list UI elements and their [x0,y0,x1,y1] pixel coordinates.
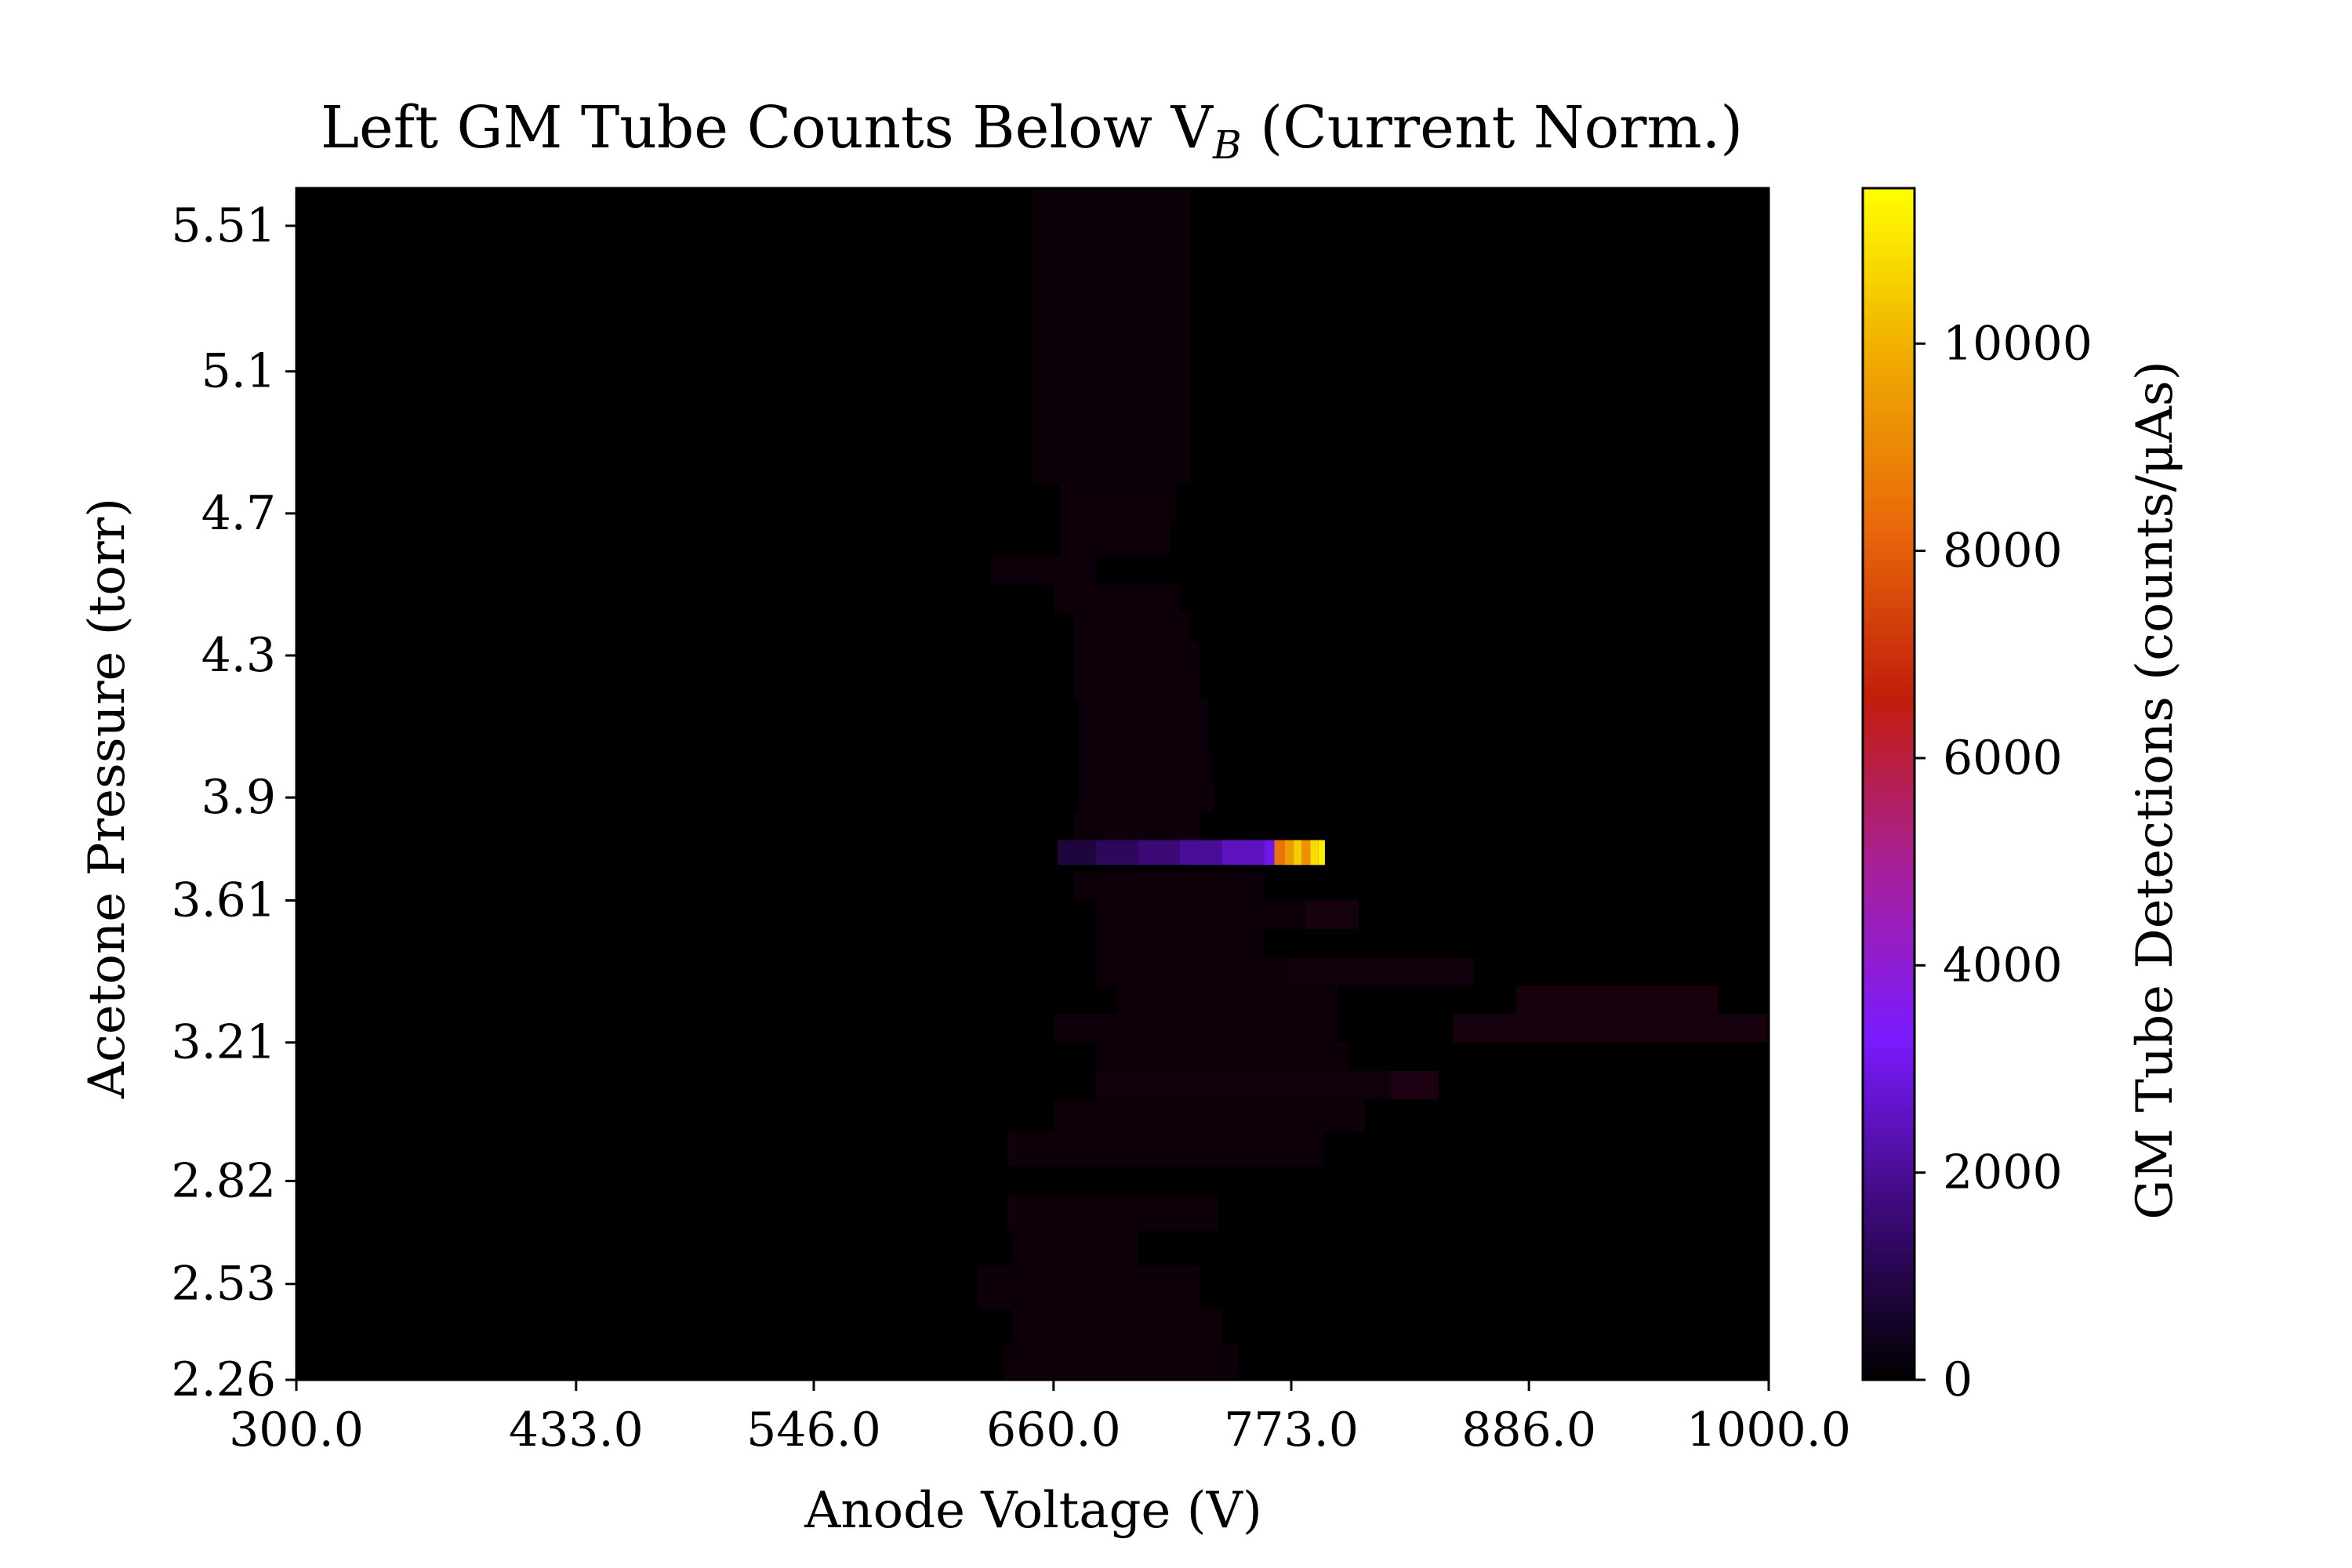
heatmap-cell [1011,1230,1138,1267]
heatmap-cell [1079,698,1207,727]
heatmap-cell [1074,612,1191,641]
heatmap-cell [1453,1014,1769,1043]
chart-title-subscript: B [1212,122,1242,168]
heatmap-cell-bright [1284,840,1294,866]
heatmap-cell [1053,584,1180,613]
colorbar-tick-label: 0 [1943,1352,1973,1407]
heatmap-cell-bright [1293,840,1302,866]
colorbar: 0 2000 4000 6000 8000 10000 [1861,187,2092,1407]
y-tick-label: 4.3 [201,628,276,683]
heatmap-cell-bright [1179,840,1222,866]
y-tick-label: 2.26 [171,1352,276,1407]
heatmap-cell [1074,872,1265,901]
heatmap-cell [1095,1042,1348,1071]
y-tick-label: 3.9 [201,770,276,825]
heatmap-cell-bright [1274,840,1285,866]
heatmap-cell [1074,670,1201,699]
colorbar-tick-label: 6000 [1943,731,2063,786]
heatmap-cell [1390,1070,1439,1100]
y-tick-label: 3.21 [171,1015,276,1070]
colorbar-tick-label: 2000 [1943,1145,2063,1200]
plot-area [295,187,1770,1381]
heatmap-cell [1116,985,1338,1014]
y-tick-label: 2.53 [171,1257,276,1312]
heatmap-cell [1033,190,1191,485]
chart-title-suffix: (Current Norm.) [1242,94,1743,162]
colorbar-label: GM Tube Detections (counts/μAs) [2126,361,2184,1219]
chart-title-main: Left GM Tube Counts Below V [321,94,1214,162]
colorbar-tick-label: 4000 [1943,938,2063,993]
plot-frame [295,187,1770,1381]
y-axis-label: Acetone Pressure (torr) [78,498,136,1099]
heatmap-cell [1079,726,1207,755]
chart-title: Left GM Tube Counts Below VB (Current No… [321,94,1743,168]
y-tick-label: 2.82 [171,1153,276,1208]
x-tick-label: 433.0 [509,1403,644,1457]
heatmap-cell-bright [1138,840,1180,866]
y-tick-label: 3.61 [171,873,276,928]
x-tick-label: 300.0 [229,1403,364,1457]
heatmap-cell-bright [1301,840,1311,866]
y-tick-label: 5.51 [171,198,276,253]
heatmap-cell [1007,1131,1323,1167]
heatmap-cell-bright [1095,840,1138,866]
heatmap-cell [1003,1344,1239,1380]
x-tick-label: 546.0 [746,1403,881,1457]
x-axis-label: Anode Voltage (V) [804,1482,1262,1540]
heatmap-cell-bright [1318,840,1325,866]
colorbar-gradient [1861,187,1916,1381]
heatmap-cell [1284,957,1475,986]
x-tick-label: 1000.0 [1686,1403,1851,1457]
heatmap-cell-bright [1221,840,1265,866]
heatmap-cell [1059,485,1176,521]
heatmap-cell [1074,811,1201,840]
heatmap-cell [1079,754,1212,784]
colorbar-tick-label: 8000 [1943,524,2063,579]
heatmap-cell [1516,985,1719,1014]
x-tick-label: 660.0 [986,1403,1121,1457]
y-tick-label: 5.1 [201,344,276,399]
heatmap-cell [1053,1099,1365,1131]
heatmap-cell [978,1266,1201,1309]
heatmap-cell-bright [1264,840,1275,866]
heatmap-cell [1305,900,1359,929]
axes: 300.0 433.0 546.0 660.0 773.0 886.0 1000.0 5.51… [171,198,1851,1457]
heatmap-cell [1079,783,1214,812]
heatmap-cell [1095,957,1285,986]
x-tick-label: 886.0 [1461,1403,1596,1457]
colorbar-tick-label: 10000 [1943,316,2092,371]
heatmap-cell-bright [1058,840,1096,866]
heatmap-cell [990,556,1096,585]
heatmap-cell [1095,1070,1391,1100]
heatmap-cell [1074,641,1199,670]
heatmap-cell [1095,928,1265,958]
heatmap-cell [1011,1308,1222,1345]
heatmap-cell-bright [1310,840,1319,866]
heatmap-cell [1059,520,1170,557]
heatmap-cell [1007,1195,1218,1231]
x-tick-label: 773.0 [1224,1403,1359,1457]
y-tick-label: 4.7 [201,486,276,541]
heatmap-cell [1095,900,1306,929]
heatmap-cell [1053,1014,1338,1043]
